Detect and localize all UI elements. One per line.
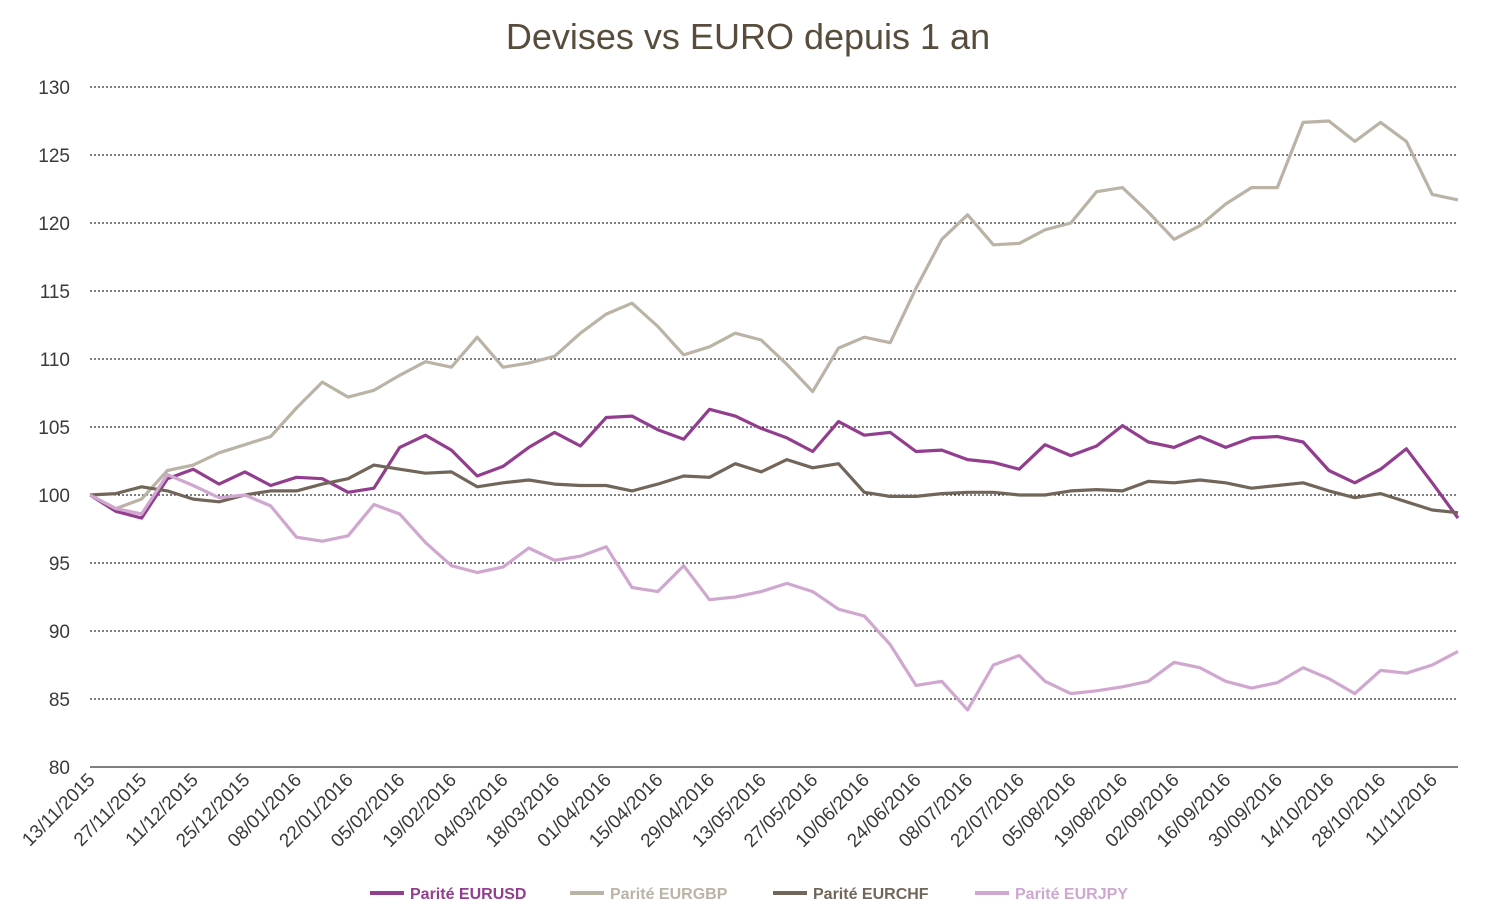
legend: Parité EURUSD Parité EURGBP Parité EURCHF P… (370, 886, 1128, 903)
series-line (89, 119, 1459, 511)
series-line (89, 407, 1460, 520)
y-tick-label: 105 (38, 418, 70, 439)
series-group (89, 119, 1460, 712)
y-tick-label: 115 (40, 282, 70, 303)
y-tick-label: 130 (38, 78, 70, 99)
y-tick-label: 90 (49, 622, 70, 643)
legend-label: Parité EURUSD (410, 886, 526, 903)
legend-label: Parité EURCHF (813, 886, 929, 903)
y-tick-label: 100 (38, 486, 70, 507)
series-line (89, 458, 1459, 515)
chart-title: Devises vs EURO depuis 1 an (505, 16, 991, 57)
y-axis: 80 85 90 95 100 105 110 115 120 125 130 (38, 78, 70, 779)
gridlines (90, 86, 1458, 700)
series-line (89, 473, 1459, 712)
legend-label: Parité EURJPY (1015, 886, 1128, 903)
y-tick-label: 110 (40, 350, 70, 371)
y-tick-label: 80 (49, 758, 70, 779)
y-tick-label: 120 (38, 214, 70, 235)
y-tick-label: 95 (49, 554, 70, 575)
y-tick-label: 125 (38, 146, 70, 167)
legend-label: Parité EURGBP (610, 886, 728, 903)
x-axis: 13/11/201527/11/201511/12/201525/12/2015… (18, 770, 1441, 852)
y-tick-label: 85 (49, 690, 70, 711)
